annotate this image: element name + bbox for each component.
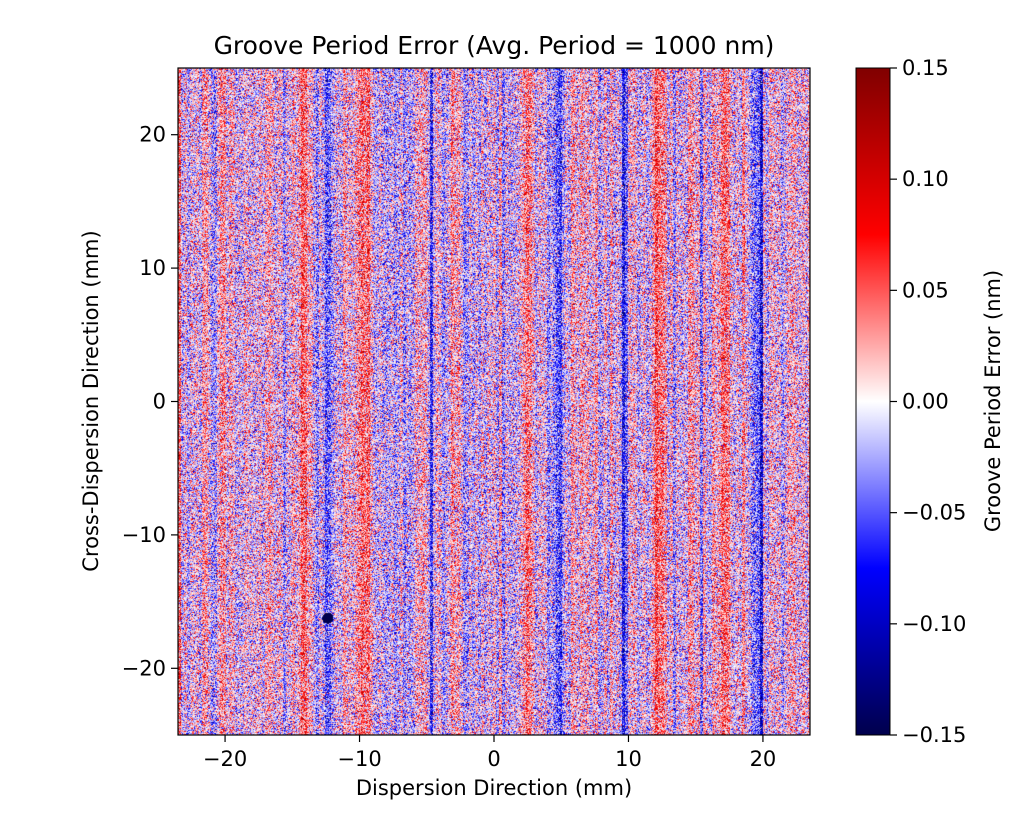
y-axis: 20 10 0 −10 −20 <box>122 123 178 680</box>
x-tick-label: 0 <box>487 747 500 771</box>
colorbar-label: Groove Period Error (nm) <box>981 270 1005 532</box>
heatmap-image <box>178 68 810 735</box>
colorbar <box>855 67 891 736</box>
y-tick-label: 0 <box>153 390 166 414</box>
x-axis: −20 −10 0 10 20 <box>203 735 776 771</box>
x-tick-label: −20 <box>203 747 247 771</box>
colorbar-tick-label: 0.05 <box>902 278 949 302</box>
x-tick-label: 20 <box>750 747 777 771</box>
y-tick-label: 20 <box>139 123 166 147</box>
y-tick-label: −20 <box>122 656 166 680</box>
colorbar-tick-label: 0.00 <box>902 390 949 414</box>
colorbar-tick-label: −0.05 <box>902 501 966 525</box>
colorbar-tick-label: 0.10 <box>902 167 949 191</box>
chart-title: Groove Period Error (Avg. Period = 1000 … <box>214 31 775 60</box>
y-tick-label: 10 <box>139 256 166 280</box>
y-tick-label: −10 <box>122 523 166 547</box>
colorbar-tick-label: −0.10 <box>902 612 966 636</box>
x-tick-label: 10 <box>615 747 642 771</box>
x-axis-label: Dispersion Direction (mm) <box>356 776 632 800</box>
colorbar-tick-label: 0.15 <box>902 56 949 80</box>
colorbar-axis: 0.15 0.10 0.05 0.00 −0.05 −0.10 −0.15 <box>890 56 966 747</box>
y-axis-label: Cross-Dispersion Direction (mm) <box>79 230 103 571</box>
colorbar-tick-label: −0.15 <box>902 723 966 747</box>
x-tick-label: −10 <box>337 747 381 771</box>
plot-frame <box>177 67 811 736</box>
